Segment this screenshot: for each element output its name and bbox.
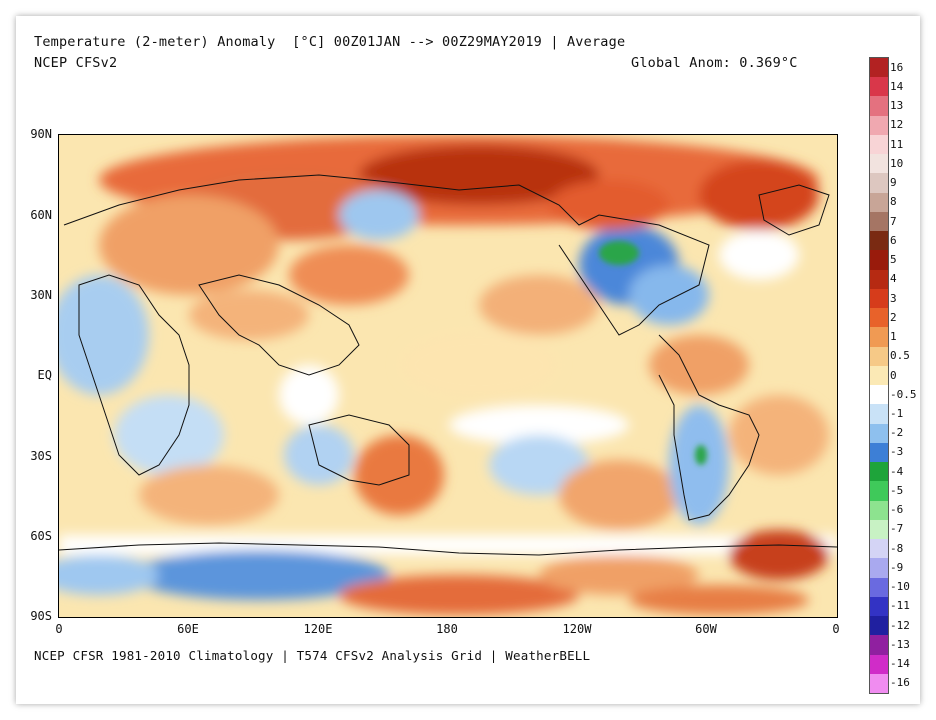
colorbar-segment	[870, 442, 888, 463]
lon-label-60w: 60W	[695, 622, 717, 636]
colorbar-tick-label: 4	[890, 272, 897, 286]
lon-label-120e: 120E	[303, 622, 333, 636]
model-name: NCEP CFSv2	[34, 55, 118, 71]
lat-label-eq: EQ	[37, 368, 52, 382]
colorbar-segment	[870, 635, 888, 655]
colorbar-segment	[870, 134, 888, 155]
colorbar-segment	[870, 481, 888, 502]
colorbar-segment	[870, 558, 888, 579]
map-title: Temperature (2-meter) Anomaly [°C] 00Z01…	[34, 34, 626, 50]
colorbar-segment	[870, 423, 888, 444]
colorbar-segment	[870, 250, 888, 271]
lon-label-0-east: 0	[832, 622, 840, 636]
coastlines	[59, 174, 837, 556]
colorbar-tick-label: -11	[890, 599, 910, 613]
colorbar-segment	[870, 192, 888, 213]
colorbar-tick-label: 2	[890, 310, 897, 324]
colorbar-tick-label: 0	[890, 368, 897, 382]
lon-label-120w: 120W	[562, 622, 592, 636]
lon-label-60e: 60E	[177, 622, 199, 636]
colorbar-segment	[870, 539, 888, 559]
lat-label-60s: 60S	[30, 529, 52, 543]
colorbar-segment	[870, 96, 888, 117]
colorbar-tick-label: -12	[890, 618, 910, 632]
colorbar-tick-label: -2	[890, 426, 904, 440]
lon-label-180: 180	[436, 622, 458, 636]
colorbar-segment	[870, 58, 888, 78]
colorbar-tick-label: -0.5	[890, 387, 917, 401]
colorbar-tick-label: 9	[890, 176, 897, 190]
colorbar-segment	[870, 288, 888, 309]
colorbar-tick-label: -4	[890, 464, 904, 478]
anomaly-map	[58, 134, 838, 618]
colorbar-segment	[870, 404, 888, 425]
colorbar-segment	[870, 616, 888, 636]
colorbar-segment	[870, 231, 888, 251]
colorbar-segment	[870, 462, 888, 482]
global-anomaly-readout: Global Anom: 0.369°C	[631, 55, 798, 71]
colorbar-tick-label: 5	[890, 253, 897, 267]
colorbar-segment	[870, 211, 888, 232]
colorbar-tick-label: 3	[890, 291, 897, 305]
colorbar-tick-label: 6	[890, 233, 897, 247]
colorbar-segment	[870, 577, 888, 598]
anomaly-field	[59, 135, 837, 615]
colorbar-segment	[870, 385, 888, 405]
colorbar-segment	[870, 519, 888, 540]
colorbar-segment	[870, 77, 888, 97]
colorbar-tick-label: -9	[890, 560, 904, 574]
colorbar-tick-label: 14	[890, 79, 904, 93]
colorbar-tick-label: 11	[890, 137, 904, 151]
lat-label-90n: 90N	[30, 127, 52, 141]
colorbar-segment	[870, 346, 888, 367]
colorbar-tick-label: 0.5	[890, 349, 910, 363]
colorbar-tick-label: -13	[890, 637, 910, 651]
colorbar-segment	[870, 654, 888, 675]
colorbar-segment	[870, 173, 888, 194]
colorbar-tick-label: -3	[890, 445, 904, 459]
colorbar-tick-label: 7	[890, 214, 897, 228]
colorbar-segment	[870, 308, 888, 328]
lat-label-30s: 30S	[30, 449, 52, 463]
colorbar-tick-label: 12	[890, 118, 904, 132]
lon-label-0: 0	[55, 622, 63, 636]
footer-credits: NCEP CFSR 1981-2010 Climatology | T574 C…	[34, 648, 591, 663]
colorbar-tick-label: 16	[890, 60, 904, 74]
colorbar-tick-label: 1	[890, 330, 897, 343]
colorbar-segment	[870, 115, 888, 136]
lat-label-30n: 30N	[30, 288, 52, 302]
colorbar-segment	[870, 365, 888, 386]
colorbar-tick-label: -1	[890, 406, 904, 420]
colorbar-segment	[870, 596, 888, 617]
colorbar-tick-label: -14	[890, 657, 910, 671]
colorbar-tick-label: -10	[890, 580, 910, 594]
colorbar-tick-label: -5	[890, 483, 904, 497]
colorbar-tick-label: 10	[890, 156, 904, 170]
colorbar-segment	[870, 154, 888, 174]
colorbar-segment	[870, 269, 888, 290]
colorbar-tick-label: -8	[890, 541, 904, 555]
colorbar	[869, 57, 889, 694]
colorbar-tick-label: -7	[890, 522, 904, 536]
anomaly-map-canvas	[59, 135, 837, 617]
colorbar-segment	[870, 327, 888, 348]
lat-label-90s: 90S	[30, 609, 52, 623]
colorbar-tick-label: -6	[890, 503, 904, 517]
colorbar-tick-label: 13	[890, 99, 904, 113]
lat-label-60n: 60N	[30, 208, 52, 222]
colorbar-segment	[870, 500, 888, 521]
colorbar-tick-label: 8	[890, 195, 897, 209]
cold-highlights	[599, 241, 707, 465]
colorbar-segment	[870, 673, 888, 694]
colorbar-tick-label: -16	[890, 676, 910, 690]
